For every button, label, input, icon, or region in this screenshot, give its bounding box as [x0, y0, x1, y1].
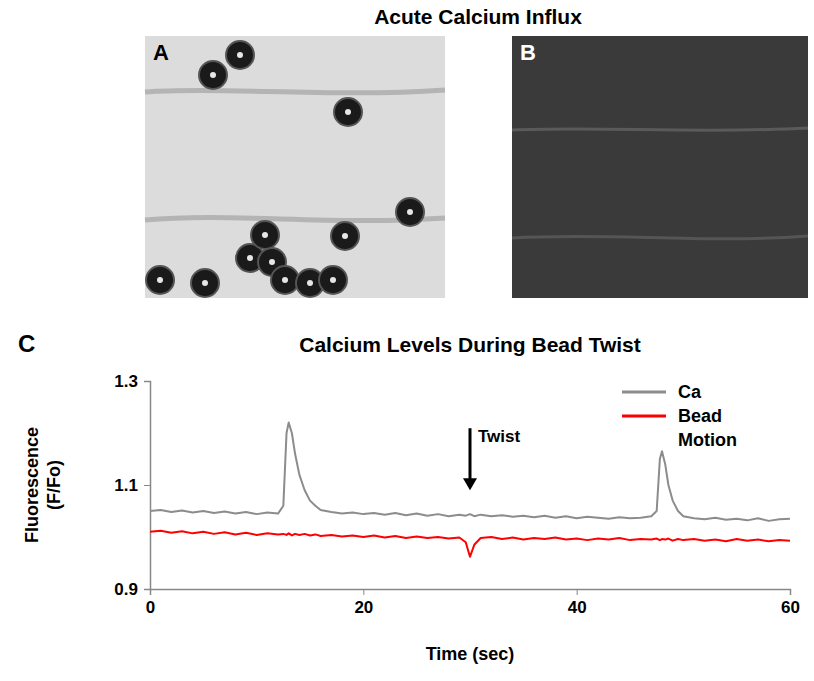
bead [146, 266, 174, 294]
bead-highlight [262, 232, 268, 238]
legend: Ca BeadMotion [622, 382, 737, 450]
x-tick: 20 [354, 589, 373, 617]
y-tick-mark [144, 589, 150, 590]
bead-highlight [210, 72, 216, 78]
bead-highlight [407, 209, 413, 215]
x-tick-mark [790, 589, 791, 595]
bead [319, 266, 347, 294]
bead-highlight [330, 277, 336, 283]
plot-area [150, 423, 790, 557]
panel-label: A [153, 40, 169, 65]
y-tick-label: 1.1 [114, 476, 138, 495]
y-tick-label: 1.3 [114, 372, 138, 391]
bead-highlight [307, 280, 313, 286]
series-line [150, 531, 790, 557]
bead-highlight [157, 277, 163, 283]
annotation-label: Twist [478, 427, 521, 446]
annotation-arrowhead [463, 478, 477, 490]
bead [191, 269, 219, 297]
bead-highlight [345, 109, 351, 115]
bead-highlight [202, 280, 208, 286]
x-tick-label: 60 [781, 598, 800, 617]
x-tick: 0 [146, 589, 155, 617]
y-tick: 0.9 [114, 580, 150, 599]
x-tick: 60 [781, 589, 800, 617]
panel-b: B [512, 36, 808, 298]
x-tick-label: 40 [568, 598, 587, 617]
x-axis-title: Time (sec) [426, 644, 515, 664]
y-tick-mark [144, 485, 150, 486]
bead [251, 221, 279, 249]
y-tick-mark [144, 381, 150, 382]
x-tick: 40 [568, 589, 587, 617]
micrograph [145, 36, 445, 298]
x-axis: 0 20 40 60 [146, 589, 800, 617]
bead [199, 61, 227, 89]
annotation: Twist [463, 427, 521, 490]
legend-item: BeadMotion [622, 406, 737, 450]
legend-label: BeadMotion [678, 406, 737, 450]
y-tick-label: 0.9 [114, 580, 138, 599]
fiber [512, 236, 808, 239]
legend-swatch [622, 415, 666, 418]
micrograph [512, 36, 808, 298]
figure-title: Acute Calcium Influx [374, 5, 582, 28]
bead-highlight [237, 52, 243, 58]
legend-swatch [622, 391, 666, 394]
legend-label: Ca [678, 382, 702, 402]
y-axis-line [144, 382, 151, 590]
bead [226, 41, 254, 69]
x-tick-mark [577, 589, 578, 595]
bead-highlight [247, 255, 253, 261]
bead [334, 98, 362, 126]
bead [396, 198, 424, 226]
bead-highlight [282, 277, 288, 283]
panel-label: B [520, 40, 536, 65]
figure: Acute Calcium Influx A B C Calcium Levels Du… [0, 0, 814, 681]
bead [331, 222, 359, 250]
fiber [512, 128, 808, 130]
fiber [145, 90, 445, 93]
bead [271, 266, 299, 294]
panel-label: C [18, 330, 35, 357]
panel-a: A [145, 36, 445, 298]
legend-item: Ca [622, 382, 702, 402]
y-axis-title: Fluorescence(F/Fo) [22, 427, 64, 543]
x-tick-mark [363, 589, 364, 595]
x-tick-label: 0 [146, 598, 155, 617]
x-tick-label: 20 [354, 598, 373, 617]
y-tick: 1.3 [114, 372, 150, 391]
bead-highlight [269, 259, 275, 265]
bead-highlight [342, 233, 348, 239]
y-axis: 0.9 1.1 1.3 [114, 372, 150, 599]
series-line [150, 423, 790, 521]
chart-title: Calcium Levels During Bead Twist [299, 333, 641, 356]
annotation-arrow [469, 428, 472, 480]
x-axis-line [151, 590, 791, 596]
y-tick: 1.1 [114, 476, 150, 495]
